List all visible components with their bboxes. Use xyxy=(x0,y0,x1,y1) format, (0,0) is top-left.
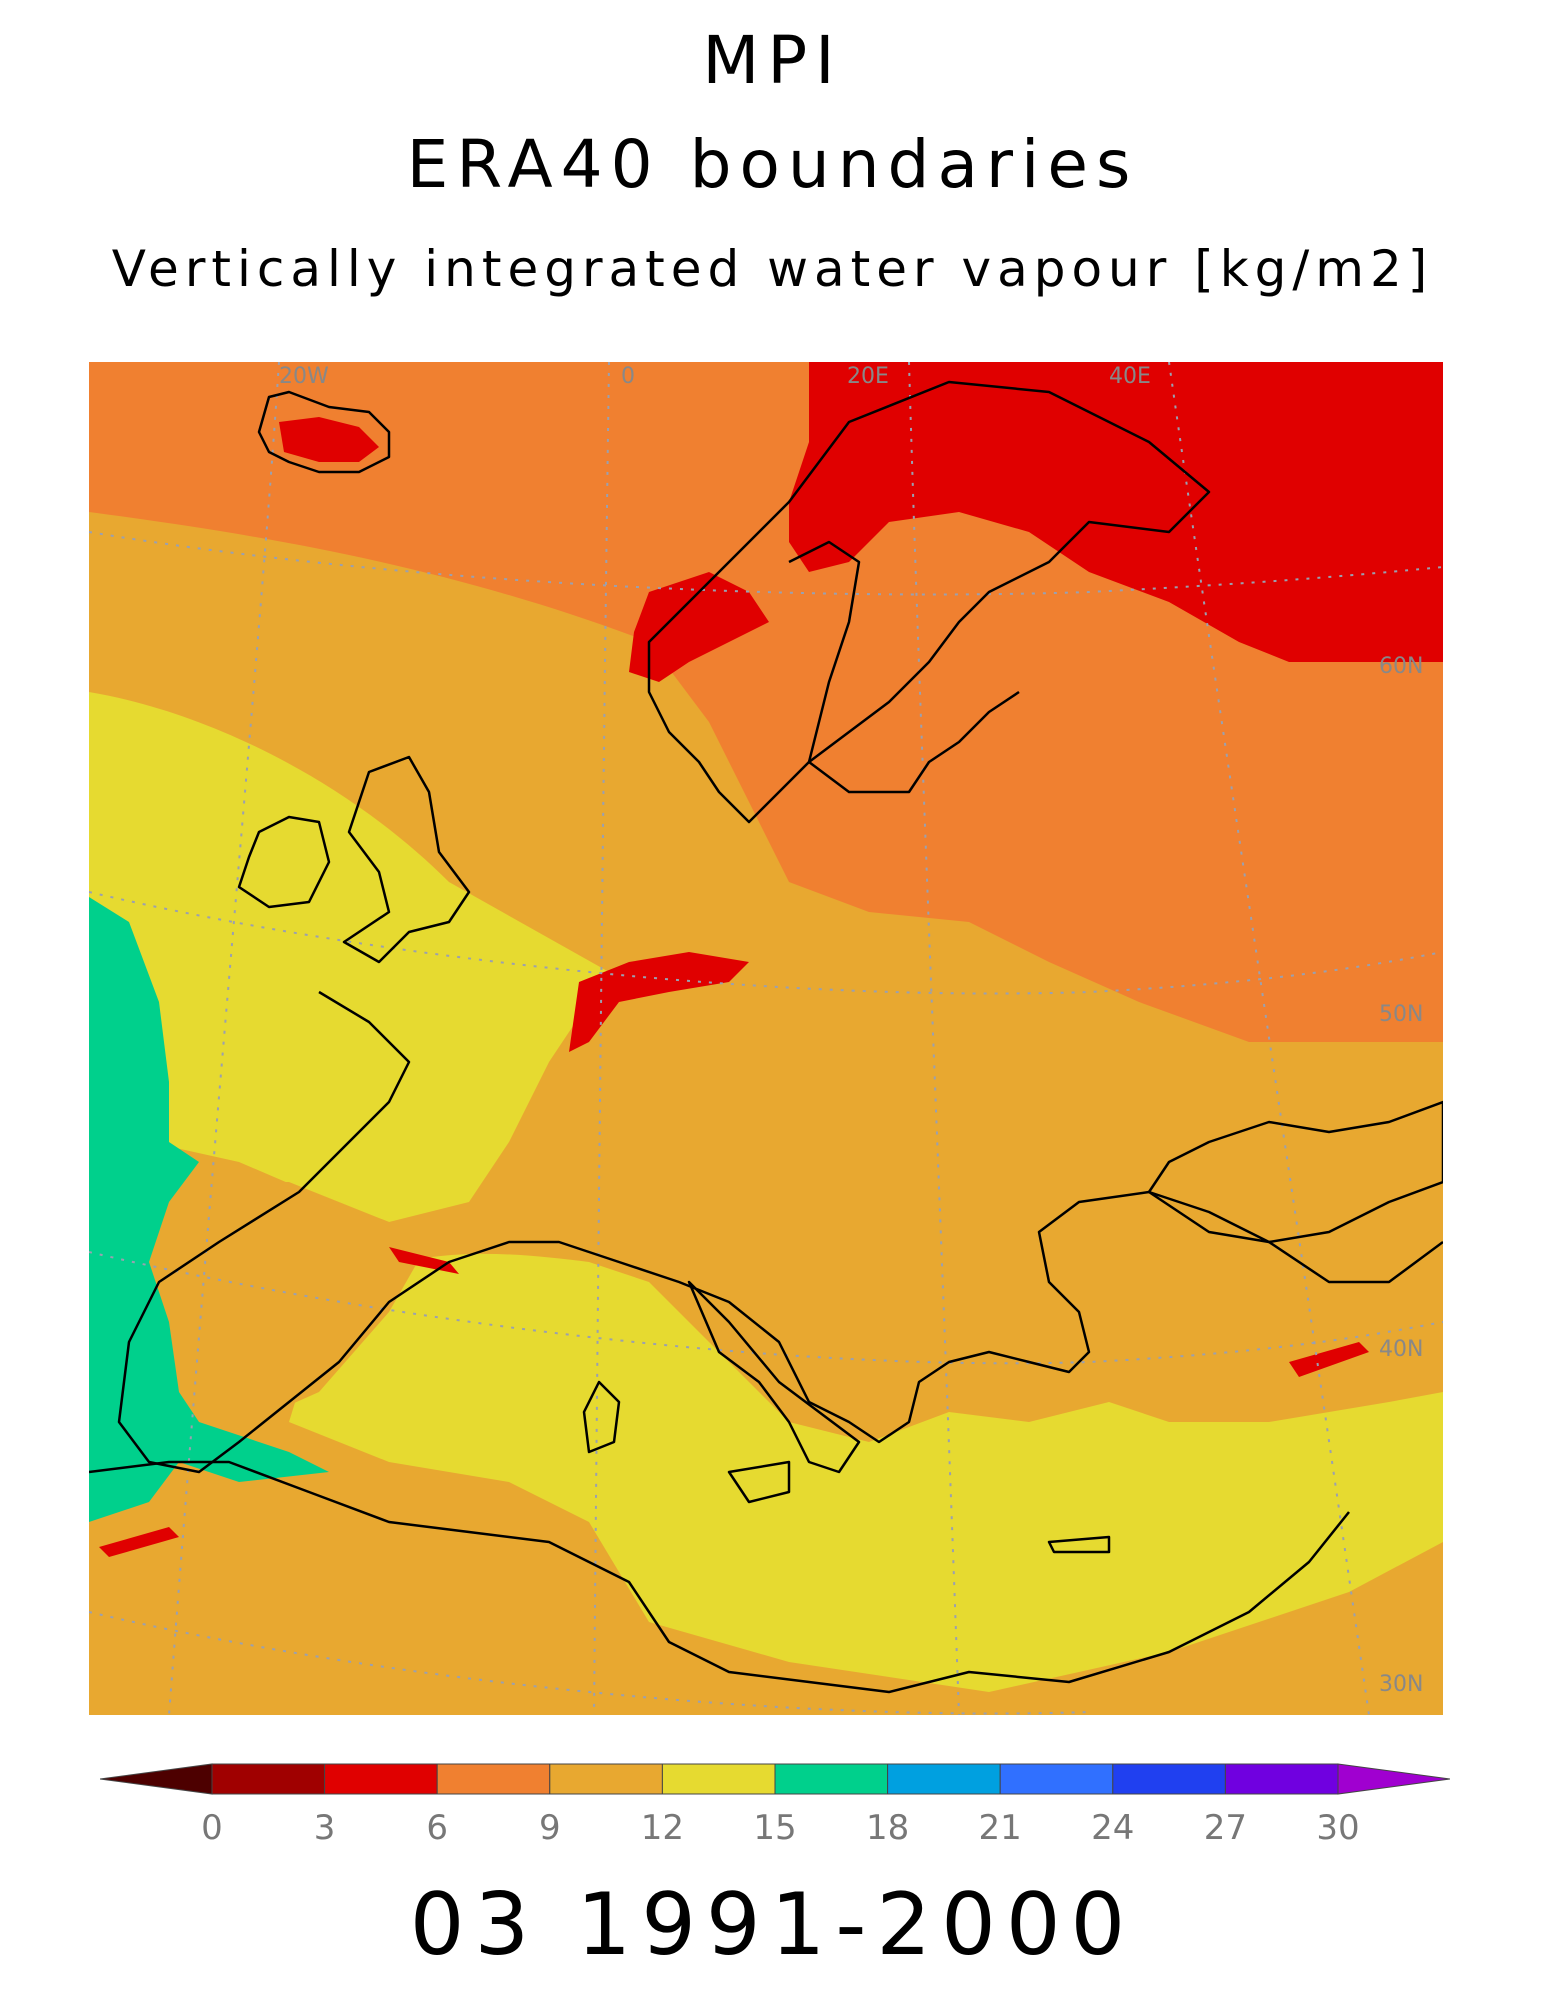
lat-label-40n: 40N xyxy=(1379,1337,1424,1362)
colorbar-box xyxy=(324,1763,438,1795)
lon-label-0: 0 xyxy=(621,364,635,389)
field-amber-iberia xyxy=(109,1182,429,1432)
field-red-alps xyxy=(569,952,749,1052)
coast-italy xyxy=(687,1280,861,1474)
field-red-anatolia xyxy=(1289,1342,1369,1377)
coast-black-sea xyxy=(1147,1100,1443,1244)
field-red-norway xyxy=(629,572,769,682)
colorbar-box xyxy=(211,1763,326,1795)
lon-label-20e: 20E xyxy=(847,364,889,389)
coast-continent xyxy=(117,990,1443,1474)
colorbar-tick-label: 30 xyxy=(1316,1808,1360,1848)
coast-crete xyxy=(1047,1535,1111,1554)
coast-sicily xyxy=(727,1460,791,1504)
colorbar-box xyxy=(1112,1763,1226,1795)
colorbar xyxy=(100,1763,1450,1795)
colorbar-tick-label: 3 xyxy=(313,1808,336,1848)
colorbar-box xyxy=(887,1763,1001,1795)
field-yellow-west xyxy=(89,692,609,1222)
colorbar-tick-label: 15 xyxy=(753,1808,797,1848)
colorbar-tick-label: 0 xyxy=(201,1808,223,1848)
colorbar-arrow-low xyxy=(100,1763,213,1795)
colorbar-box xyxy=(999,1763,1114,1795)
coast-britain xyxy=(342,755,471,964)
coast-north-africa xyxy=(89,1460,1350,1694)
map-canvas xyxy=(89,362,1443,1715)
field-yellow-med xyxy=(289,1253,1443,1692)
colorbar-tick-label: 27 xyxy=(1203,1808,1248,1848)
colorbar-box xyxy=(549,1763,663,1795)
coast-scandinavia xyxy=(647,380,1211,824)
field-green-atlantic xyxy=(89,897,329,1522)
colorbar-tick-label: 24 xyxy=(1091,1808,1135,1848)
colorbar-box xyxy=(436,1763,551,1795)
coast-iceland xyxy=(257,390,391,474)
colorbar-tick-label: 6 xyxy=(426,1808,448,1848)
lat-label-50n: 50N xyxy=(1379,1002,1424,1027)
colorbar-arrow-high xyxy=(1337,1763,1450,1795)
colorbar-box xyxy=(1224,1763,1339,1795)
field-red-atlas xyxy=(99,1527,179,1557)
colorbar-tick-label: 21 xyxy=(978,1808,1022,1848)
map-panel: 20W 0 20E 40E 60N 50N 40N 30N xyxy=(89,362,1443,1715)
lat-label-30n: 30N xyxy=(1379,1672,1424,1697)
lat-label-60n: 60N xyxy=(1379,654,1424,679)
colorbar-box xyxy=(661,1763,776,1795)
colorbar-tick-label: 12 xyxy=(640,1808,685,1848)
title-line-3: Vertically integrated water vapour [kg/m… xyxy=(111,240,1434,298)
colorbar-box xyxy=(774,1763,889,1795)
title-line-1: MPI xyxy=(702,22,843,99)
graticule xyxy=(89,362,1443,1715)
lon-label-40e: 40E xyxy=(1109,364,1151,389)
field-red-northeast xyxy=(789,362,1443,662)
colorbar-tick-label: 18 xyxy=(865,1808,910,1848)
period-label: 03 1991-2000 xyxy=(409,1875,1136,1975)
colorbar-tick-label: 9 xyxy=(538,1808,561,1848)
lon-label-20w: 20W xyxy=(279,364,329,389)
coast-baltic xyxy=(788,540,1020,794)
title-line-2: ERA40 boundaries xyxy=(406,126,1139,203)
field-red-iceland xyxy=(279,417,379,462)
coast-sardinia xyxy=(582,1380,621,1454)
coast-ireland xyxy=(237,815,331,909)
coastlines xyxy=(89,380,1443,1694)
